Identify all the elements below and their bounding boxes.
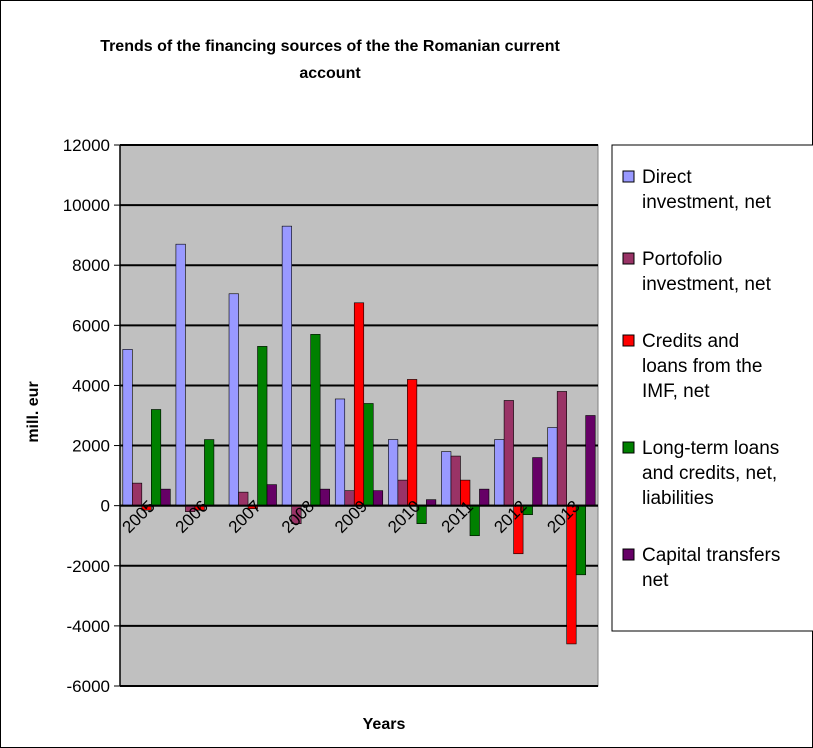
legend-label: Long-term loans [642,438,779,459]
bar [310,334,321,506]
bar [319,488,330,506]
y-tick-label: 8000 [72,256,110,275]
bar [228,293,239,506]
legend-label: net [642,570,669,591]
legend-label: Portofolio [642,249,722,270]
bar [450,455,461,506]
bar [494,439,505,506]
y-tick-label: 12000 [63,136,110,155]
bar [503,400,514,506]
legend-swatch [622,170,635,183]
gridlines [114,144,598,687]
bar [388,439,399,506]
bar [266,484,277,506]
bar [372,490,384,506]
bar [204,439,215,506]
bar [407,379,418,506]
legend-swatch [622,252,635,265]
bar [353,302,365,506]
y-tick-label: 4000 [72,376,110,395]
bar [122,349,133,506]
legend-box [611,144,813,632]
legend-label: Direct [642,167,692,188]
chart-title-line-1: Trends of the financing sources of the t… [100,38,560,55]
legend-label: and credits, net, [642,463,777,484]
bars [122,225,596,645]
y-tick-label: -2000 [67,557,110,576]
bar [547,427,558,506]
y-axis-title: mill. eur [25,381,42,442]
legend-label: investment, net [642,192,772,213]
legend-swatch [622,548,635,561]
legend-swatch [622,334,635,347]
legend-label: liabilities [642,488,714,509]
y-tick-label: 0 [101,497,110,516]
y-tick-label: 10000 [63,196,110,215]
bar [479,488,490,506]
bar [363,403,374,506]
y-tick-label: -6000 [67,677,110,696]
bar [160,488,171,506]
legend-label: loans from the [642,356,762,377]
bar [556,391,567,506]
y-tick-label: 2000 [72,437,110,456]
bar [175,243,186,506]
legend: Direct investment, net Portofolio investmen… [611,144,813,632]
y-tick-label: -4000 [67,617,110,636]
y-tick-label: 6000 [72,316,110,335]
axes [119,145,598,686]
bar [566,505,577,645]
bar [281,225,292,506]
bar [585,415,596,506]
legend-label: IMF, net [642,381,710,402]
chart-title-line-2: account [299,65,361,82]
bar [532,457,543,506]
bar [257,346,268,506]
x-axis-title: Years [363,716,406,733]
bar [441,451,452,506]
bar [151,409,162,506]
legend-label: investment, net [642,274,772,295]
bar [334,398,346,506]
legend-label: Credits and [642,331,739,352]
legend-swatch [622,441,635,454]
y-tick-labels: -6000 -4000 -2000 0 2000 4000 6000 8000 10000 120… [63,136,110,696]
legend-label: Capital transfers [642,545,780,566]
